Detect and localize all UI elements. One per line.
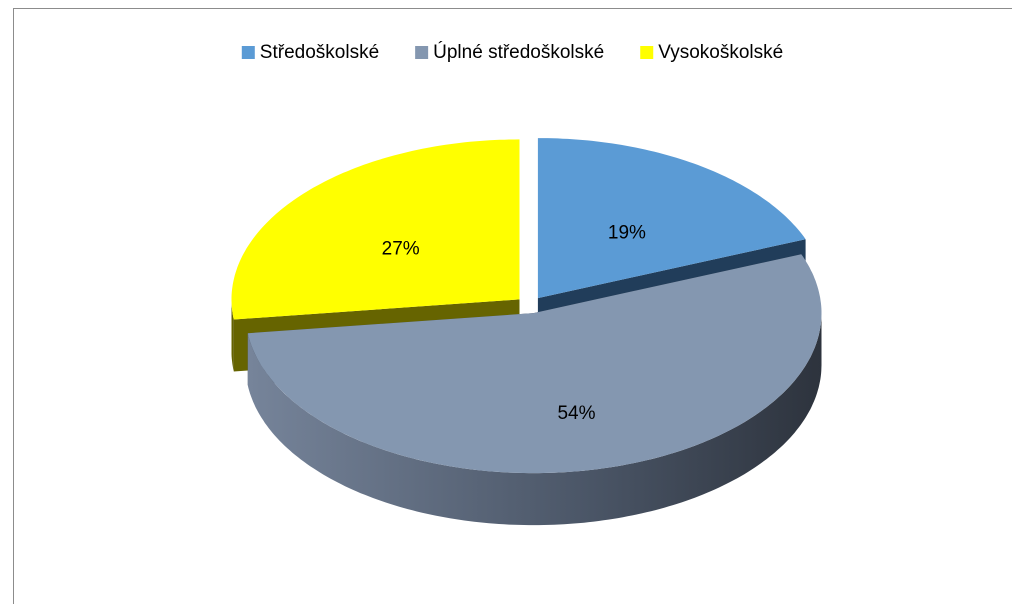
legend-label: Vysokoškolské (658, 42, 783, 63)
legend-swatch (241, 46, 255, 59)
slice (247, 254, 822, 474)
data-label: 19% (608, 222, 646, 243)
legend-swatch (640, 46, 654, 59)
slice-side (231, 299, 234, 372)
slice (231, 139, 520, 320)
slice-side (247, 313, 822, 526)
slice (537, 138, 806, 299)
legend-label: Úplné středoškolské (433, 41, 604, 63)
legend-swatch (415, 46, 429, 59)
data-label: 27% (382, 238, 420, 259)
data-label: 54% (557, 403, 595, 424)
legend-label: Středoškolské (260, 42, 379, 63)
